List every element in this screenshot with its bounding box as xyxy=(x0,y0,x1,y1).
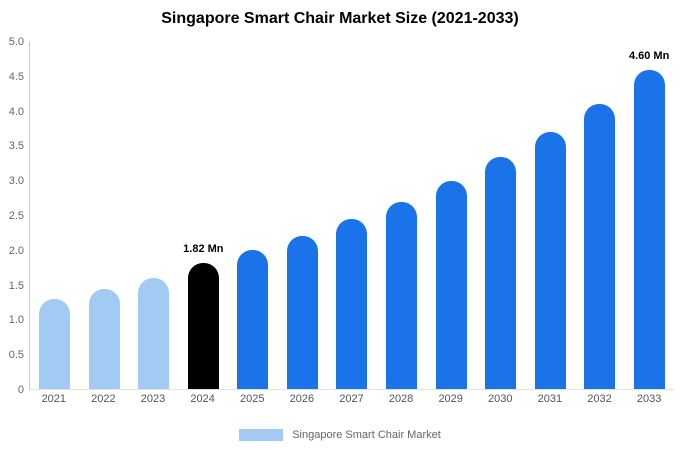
y-tick-label: 2.5 xyxy=(8,210,24,222)
x-tick-label: 2024 xyxy=(190,393,215,405)
y-tick-label: 3.5 xyxy=(8,140,24,153)
y-tick-label: 4.5 xyxy=(8,70,24,83)
bar-2028 xyxy=(385,201,417,389)
y-tick-label: 0.5 xyxy=(8,349,24,362)
bar-2033: 4.60 Mn xyxy=(629,50,669,389)
x-tick-label: 2022 xyxy=(91,393,116,405)
x-tick-label: 2032 xyxy=(587,393,612,405)
y-tick-label: 4.0 xyxy=(8,105,24,118)
bar-slot xyxy=(129,42,179,389)
x-tick-label: 2028 xyxy=(388,393,414,405)
y-tick-label: 0 xyxy=(17,384,24,396)
bar-slot xyxy=(278,42,328,389)
bar-2025 xyxy=(237,250,269,389)
bar-2021 xyxy=(39,298,71,389)
bar-slot xyxy=(327,42,377,389)
y-tick-label: 5.0 xyxy=(8,36,24,48)
y-axis: 5.0 4.5 4.0 3.5 3.0 2.5 2.0 1.5 1.0 0.5 0 xyxy=(0,36,27,396)
bar-value-label: 1.82 Mn xyxy=(183,242,224,255)
y-tick-label: 1.0 xyxy=(8,314,24,327)
x-tick-label: 2027 xyxy=(339,393,364,405)
bar-2026 xyxy=(286,236,318,389)
bar-2031 xyxy=(534,132,566,389)
x-tick-label: 2033 xyxy=(636,393,662,405)
y-tick-label: 1.5 xyxy=(8,279,24,292)
y-tick-label: 2.0 xyxy=(8,244,24,257)
bar-slot xyxy=(80,42,130,389)
x-axis: 2021 2022 2023 2024 2025 2026 2027 2028 2029 2030… xyxy=(29,393,674,408)
x-tick-label: 2029 xyxy=(438,393,463,405)
bar-2023 xyxy=(138,277,170,389)
bar-slot xyxy=(525,42,575,389)
bar-2029 xyxy=(435,180,467,389)
bar-slot xyxy=(228,42,278,389)
x-tick-label: 2030 xyxy=(488,393,513,405)
x-tick-label: 2026 xyxy=(289,393,315,405)
x-tick-label: 2023 xyxy=(140,393,166,405)
legend-swatch xyxy=(239,429,284,441)
bar-2032 xyxy=(584,104,616,389)
bar-slot xyxy=(575,42,625,389)
bar-slot xyxy=(377,42,427,389)
plot-area: 1.82 Mn 4.60 Mn xyxy=(29,42,674,390)
bar-slot xyxy=(30,42,80,389)
chart-title: Singapore Smart Chair Market Size (2021-… xyxy=(161,10,519,27)
x-tick-label: 2025 xyxy=(240,393,265,405)
x-tick-label: 2021 xyxy=(41,393,67,405)
bar-slot: 1.82 Mn xyxy=(179,42,229,389)
legend: Singapore Smart Chair Market xyxy=(0,429,680,441)
bar-slot xyxy=(476,42,526,389)
bar-2024: 1.82 Mn xyxy=(183,243,224,389)
x-tick-label: 2031 xyxy=(537,393,563,405)
bar-2022 xyxy=(88,289,120,389)
legend-label: Singapore Smart Chair Market xyxy=(292,429,441,441)
bar-slot: 4.60 Mn xyxy=(624,42,674,389)
bar-2027 xyxy=(336,218,368,389)
bar-value-label: 4.60 Mn xyxy=(628,49,670,62)
y-tick-label: 3.0 xyxy=(8,175,24,188)
bar-slot xyxy=(426,42,476,389)
bar-2030 xyxy=(485,157,517,389)
